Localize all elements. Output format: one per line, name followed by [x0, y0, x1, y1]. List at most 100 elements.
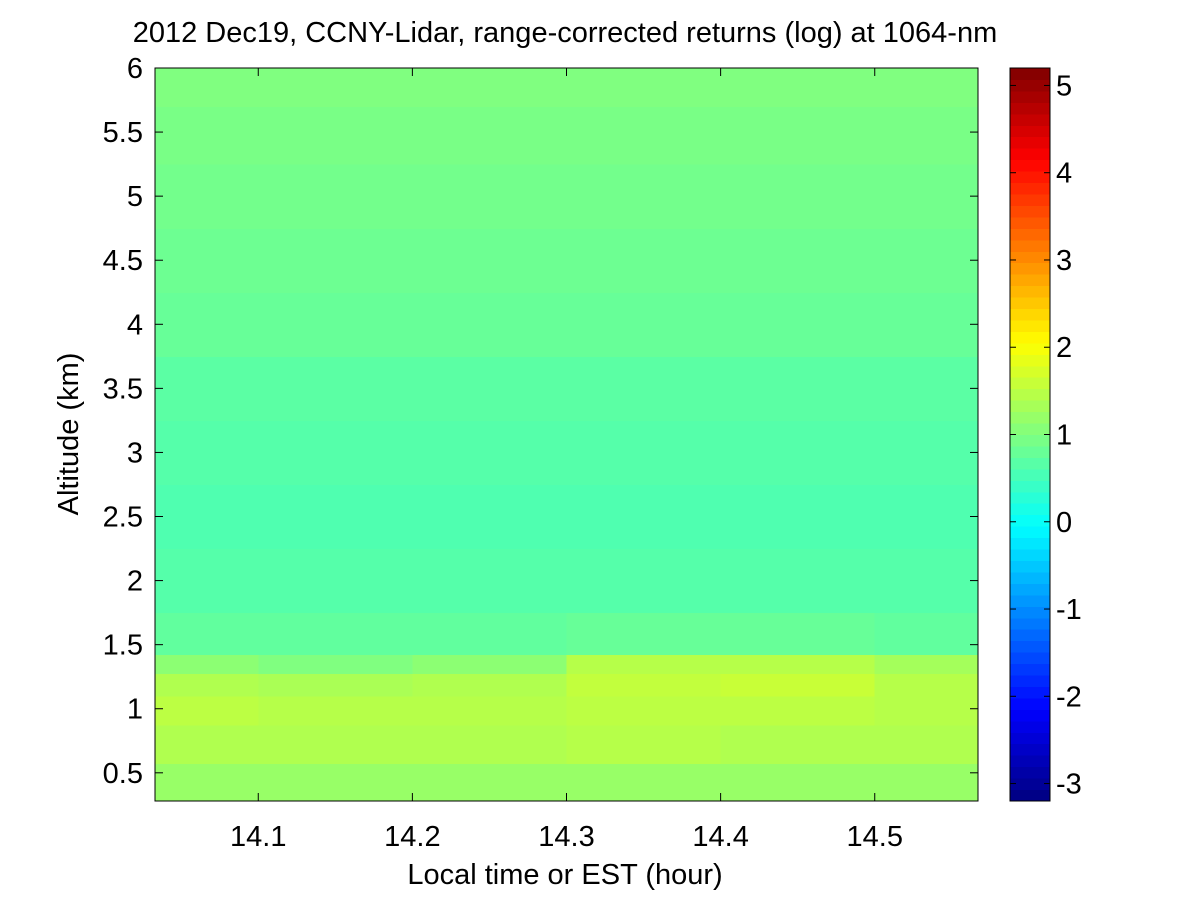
colorbar-swatch — [1010, 400, 1050, 413]
colorbar-tick-label: 3 — [1056, 245, 1072, 277]
heatmap-cell — [155, 106, 259, 165]
heatmap-cell — [258, 68, 413, 108]
y-tick-label: 6 — [127, 53, 143, 85]
colorbar-swatch — [1010, 468, 1050, 481]
heatmap-cell — [258, 654, 413, 675]
y-tick-label: 5 — [127, 181, 143, 213]
heatmap-cell — [874, 292, 978, 357]
heatmap-cell — [258, 673, 413, 697]
heatmap-cell — [720, 68, 876, 108]
heatmap-cell — [874, 228, 978, 293]
heatmap-cell — [566, 654, 722, 675]
heatmap-cell — [720, 292, 876, 357]
colorbar-swatch — [1010, 594, 1050, 607]
heatmap-cell — [720, 673, 876, 697]
colorbar-swatch — [1010, 571, 1050, 584]
heatmap-cell — [874, 484, 978, 550]
heatmap-cell — [566, 292, 722, 357]
colorbar-swatch — [1010, 342, 1050, 355]
heatmap-cell — [412, 548, 568, 614]
heatmap-cell — [155, 612, 259, 655]
heatmap-cell — [720, 763, 876, 801]
colorbar-swatch — [1010, 125, 1050, 138]
colorbar-swatch — [1010, 491, 1050, 504]
colorbar-swatch — [1010, 388, 1050, 401]
heatmap-cell — [720, 612, 876, 655]
heatmap-cell — [258, 724, 413, 764]
heatmap-cell — [566, 612, 722, 655]
colorbar-tick-label: -3 — [1056, 769, 1082, 801]
heatmap-cell — [412, 654, 568, 675]
heatmap-cell — [720, 484, 876, 550]
y-tick-label: 3.5 — [103, 373, 143, 405]
x-tick-label: 14.5 — [847, 821, 903, 853]
heatmap-cell — [412, 68, 568, 108]
colorbar-swatch — [1010, 171, 1050, 184]
heatmap-cell — [155, 695, 259, 726]
heatmap-cell — [720, 548, 876, 614]
colorbar-swatch — [1010, 663, 1050, 676]
colorbar-swatch — [1010, 262, 1050, 275]
heatmap-cell — [412, 106, 568, 165]
heatmap-cell — [412, 673, 568, 697]
x-tick-label: 14.1 — [230, 821, 286, 853]
colorbar-swatch — [1010, 285, 1050, 298]
x-tick-label: 14.4 — [692, 821, 748, 853]
colorbar-swatch — [1010, 79, 1050, 92]
colorbar-tick-label: 2 — [1056, 332, 1072, 364]
heatmap-cell — [155, 548, 259, 614]
heatmap-cell — [258, 356, 413, 421]
colorbar-tick-label: 5 — [1056, 70, 1072, 102]
chart-title: 2012 Dec19, CCNY-Lidar, range-corrected … — [133, 17, 998, 49]
y-tick-label: 1 — [127, 694, 143, 726]
colorbar-swatch — [1010, 148, 1050, 161]
colorbar-swatch — [1010, 239, 1050, 252]
heatmap-cell — [258, 612, 413, 655]
colorbar-swatch — [1010, 560, 1050, 573]
colorbar-swatch — [1010, 766, 1050, 779]
colorbar-swatch — [1010, 205, 1050, 218]
colorbar-tick-label: 1 — [1056, 420, 1072, 452]
y-tick-label: 4 — [127, 309, 143, 341]
heatmap-cell — [720, 356, 876, 421]
x-tick-label: 14.3 — [538, 821, 594, 853]
heatmap-cell — [258, 763, 413, 801]
colorbar-swatch — [1010, 720, 1050, 733]
x-axis-label: Local time or EST (hour) — [407, 859, 722, 891]
heatmap-cell — [566, 763, 722, 801]
heatmap-cell — [566, 420, 722, 486]
heatmap-cell — [412, 292, 568, 357]
colorbar-swatch — [1010, 743, 1050, 756]
heatmap-cell — [720, 654, 876, 675]
heatmap-cell — [155, 164, 259, 229]
colorbar-swatch — [1010, 297, 1050, 310]
colorbar-swatch — [1010, 274, 1050, 287]
heatmap-cell — [412, 420, 568, 486]
colorbar-swatch — [1010, 640, 1050, 653]
colorbar-swatch — [1010, 675, 1050, 687]
heatmap-cell — [874, 106, 978, 165]
heatmap-cell — [566, 673, 722, 697]
heatmap-cell — [155, 420, 259, 486]
heatmap-cell — [874, 164, 978, 229]
colorbar-swatch — [1010, 445, 1050, 458]
heatmap-cell — [874, 695, 978, 726]
colorbar-tick-label: 0 — [1056, 507, 1072, 539]
x-axis: 14.1 14.2 14.3 14.4 14.5 — [230, 68, 903, 853]
colorbar-swatch — [1010, 354, 1050, 367]
heatmap-cell — [720, 724, 876, 764]
colorbar-swatch — [1010, 583, 1050, 596]
heatmap-cell — [258, 548, 413, 614]
heatmap-cell — [412, 164, 568, 229]
heatmap-cell — [155, 228, 259, 293]
heatmap-cell — [566, 484, 722, 550]
colorbar-swatch — [1010, 319, 1050, 332]
heatmap-cell — [566, 106, 722, 165]
colorbar-swatch — [1010, 216, 1050, 229]
heatmap-cell — [566, 228, 722, 293]
heatmap-cell — [412, 612, 568, 655]
heatmap-cell — [155, 68, 259, 108]
heatmap-cell — [155, 484, 259, 550]
colorbar-swatch — [1010, 331, 1050, 344]
